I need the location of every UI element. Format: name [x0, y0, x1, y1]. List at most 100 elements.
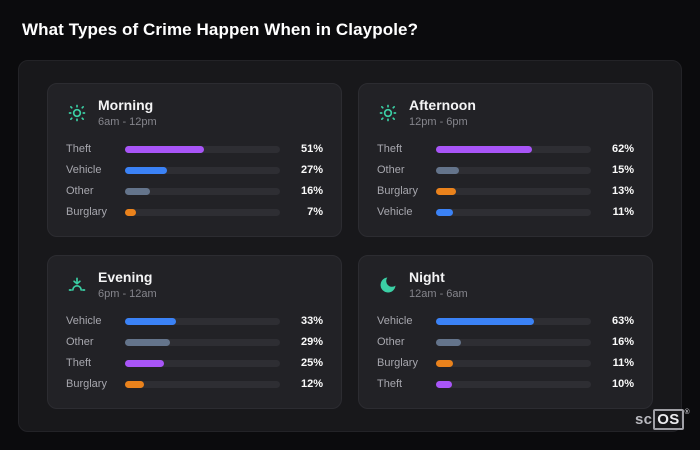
bar-fill — [436, 359, 454, 367]
crime-label: Other — [66, 185, 94, 198]
bar-track — [436, 338, 591, 346]
crime-row: Theft 62% — [377, 143, 634, 155]
card-header: Evening 6pm - 12am — [66, 269, 323, 301]
crime-row: Vehicle 27% — [66, 164, 323, 176]
card-time-range: 6am - 12pm — [98, 116, 157, 129]
bar-track — [125, 359, 280, 367]
bar-track — [436, 187, 591, 195]
crime-percentage: 11% — [612, 357, 634, 370]
crime-percentage: 11% — [612, 206, 634, 219]
time-period-card: Afternoon 12pm - 6pm Theft 62% Other 15%… — [358, 83, 653, 237]
crime-percentage: 7% — [307, 206, 323, 219]
crime-row: Burglary 12% — [66, 378, 323, 390]
crime-row: Other 16% — [377, 336, 634, 348]
crime-label: Vehicle — [66, 315, 102, 328]
bar-track — [125, 145, 280, 153]
crime-row: Vehicle 33% — [66, 315, 323, 327]
crime-percentage: 33% — [300, 315, 323, 328]
bar-track — [125, 317, 280, 325]
card-title: Morning — [98, 97, 154, 113]
crime-label: Theft — [377, 378, 403, 391]
bar-track — [125, 187, 280, 195]
bar-fill — [125, 359, 164, 367]
time-period-card: Morning 6am - 12pm Theft 51% Vehicle 27%… — [47, 83, 342, 237]
crime-label: Burglary — [377, 185, 418, 198]
crime-row: Burglary 13% — [377, 185, 634, 197]
crime-label: Vehicle — [377, 315, 413, 328]
bar-fill — [125, 317, 177, 325]
crime-percentage: 62% — [611, 143, 634, 156]
crime-label: Theft — [66, 357, 92, 370]
bar-fill — [436, 380, 452, 388]
bar-rows: Vehicle 63% Other 16% Burglary 11% Theft… — [377, 315, 634, 390]
moon-icon — [377, 274, 399, 296]
registered-mark: ® — [684, 408, 690, 416]
bar-track — [125, 338, 280, 346]
crime-label: Burglary — [66, 378, 107, 391]
crime-label: Theft — [377, 143, 403, 156]
bar-track — [436, 145, 591, 153]
bar-fill — [436, 145, 533, 153]
cards-panel: Morning 6am - 12pm Theft 51% Vehicle 27%… — [18, 60, 682, 432]
sun-icon — [377, 102, 399, 124]
time-period-card: Evening 6pm - 12am Vehicle 33% Other 29%… — [47, 255, 342, 409]
sunset-icon — [66, 274, 88, 296]
card-title: Evening — [98, 269, 153, 285]
bar-fill — [125, 166, 167, 174]
crime-label: Other — [377, 336, 405, 349]
crime-row: Other 16% — [66, 185, 323, 197]
card-header: Night 12am - 6am — [377, 269, 634, 301]
crime-percentage: 63% — [611, 315, 634, 328]
crime-row: Theft 25% — [66, 357, 323, 369]
brand-box: OS — [653, 408, 684, 430]
bar-fill — [436, 166, 460, 174]
card-header: Morning 6am - 12pm — [66, 97, 323, 129]
bar-fill — [125, 338, 170, 346]
bar-fill — [436, 338, 461, 346]
bar-fill — [436, 187, 457, 195]
card-time-range: 6pm - 12am — [98, 288, 157, 301]
cards-grid: Morning 6am - 12pm Theft 51% Vehicle 27%… — [47, 83, 653, 409]
bar-track — [436, 359, 591, 367]
crime-label: Vehicle — [66, 164, 102, 177]
bar-track — [125, 380, 280, 388]
crime-label: Vehicle — [377, 206, 413, 219]
crime-row: Other 29% — [66, 336, 323, 348]
crime-row: Burglary 7% — [66, 206, 323, 218]
bar-track — [125, 208, 280, 216]
card-time-range: 12am - 6am — [409, 288, 468, 301]
card-header: Afternoon 12pm - 6pm — [377, 97, 634, 129]
time-period-card: Night 12am - 6am Vehicle 63% Other 16% B… — [358, 255, 653, 409]
bar-track — [436, 380, 591, 388]
bar-track — [125, 166, 280, 174]
bar-fill — [436, 317, 534, 325]
crime-row: Other 15% — [377, 164, 634, 176]
crime-row: Vehicle 11% — [377, 206, 634, 218]
bar-fill — [125, 208, 136, 216]
bar-fill — [125, 380, 144, 388]
crime-percentage: 16% — [611, 336, 634, 349]
page-title: What Types of Crime Happen When in Clayp… — [22, 20, 419, 39]
crime-label: Burglary — [377, 357, 418, 370]
bar-fill — [125, 145, 205, 153]
crime-percentage: 27% — [300, 164, 323, 177]
bar-track — [436, 166, 591, 174]
card-time-range: 12pm - 6pm — [409, 116, 468, 129]
crime-row: Theft 51% — [66, 143, 323, 155]
card-title: Night — [409, 269, 445, 285]
crime-percentage: 15% — [611, 164, 634, 177]
crime-percentage: 12% — [300, 378, 323, 391]
crime-percentage: 29% — [300, 336, 323, 349]
crime-label: Theft — [66, 143, 92, 156]
bar-fill — [125, 187, 150, 195]
brand-prefix: sc — [634, 410, 653, 428]
crime-label: Other — [66, 336, 94, 349]
bar-rows: Theft 51% Vehicle 27% Other 16% Burglary… — [66, 143, 323, 218]
bar-track — [436, 317, 591, 325]
crime-row: Vehicle 63% — [377, 315, 634, 327]
crime-row: Theft 10% — [377, 378, 634, 390]
sun-icon — [66, 102, 88, 124]
crime-percentage: 16% — [300, 185, 323, 198]
bar-fill — [436, 208, 454, 216]
